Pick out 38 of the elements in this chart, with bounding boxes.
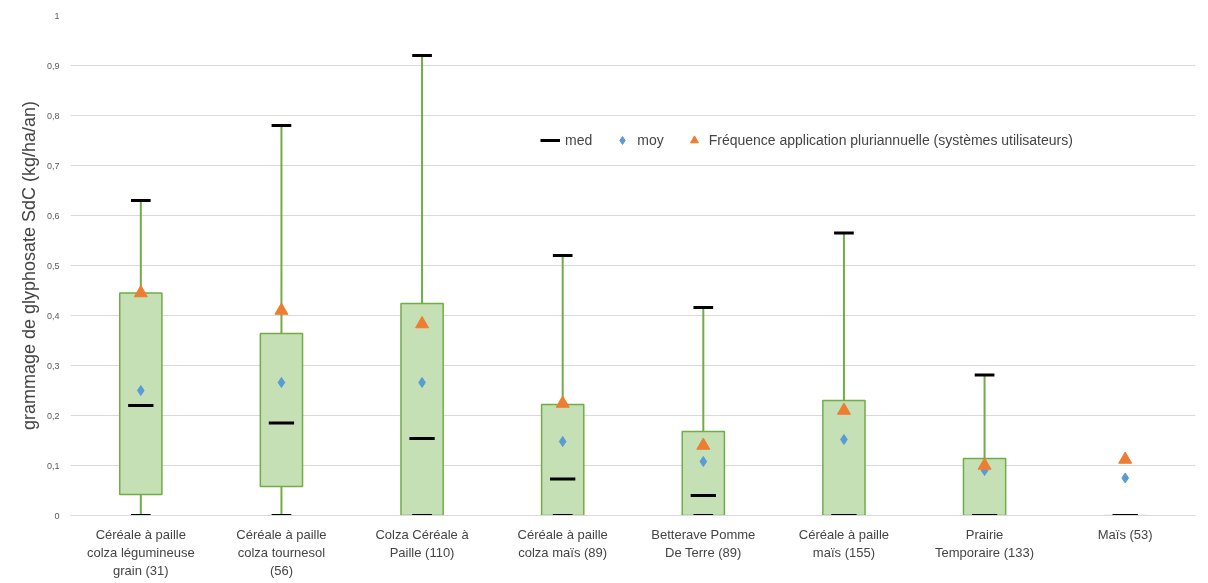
point: [1118, 451, 1133, 464]
point: [277, 377, 286, 388]
point: [696, 437, 711, 450]
y-tick-label: 0,4: [46, 310, 60, 321]
point: [274, 302, 289, 315]
legend-label: Fréquence application pluriannuelle (systèmes utilisateurs): [708, 132, 1073, 148]
point: [136, 385, 145, 396]
y-axis-title: grammage de glyphosate SdC (kg/ha/an): [18, 100, 39, 431]
x-tick-label: Céréale à paille colza légumineuse grain (31): [86, 526, 195, 578]
point: [133, 284, 148, 298]
x-tick-label: Céréale à paille colza maïs (89): [517, 526, 608, 560]
y-tick-label: 0,3: [46, 360, 60, 371]
y-tick-label: 0,2: [46, 410, 60, 421]
y-tick-label: 0: [54, 510, 60, 521]
x-tick-label: Maïs (53): [1097, 526, 1153, 542]
x-tick-label: Prairie Temporaire (133): [935, 526, 1035, 560]
point: [977, 457, 992, 470]
y-tick-label: 1: [54, 10, 60, 21]
annotation: med: [565, 132, 593, 148]
y-tick-label: 0,6: [46, 210, 60, 221]
y-tick-label: 0,7: [46, 160, 60, 171]
y-tick-label: 0,8: [46, 110, 60, 121]
point: [418, 377, 426, 388]
point: [558, 436, 567, 447]
x-tick-label: Betterave Pomme De Terre (89): [651, 526, 756, 560]
x-tick-label: Céréale à paille colza tournesol (56): [236, 526, 327, 578]
y-tick-label: 0,5: [46, 260, 60, 271]
y-tick-label: 0,1: [46, 460, 60, 471]
y-tick-label: 0,9: [46, 60, 60, 71]
x-tick-label: Colza Céréale à Paille (110): [375, 526, 470, 560]
point: [840, 434, 848, 445]
x-tick-label: Céréale à paille maïs (155): [798, 526, 890, 560]
point: [1121, 472, 1130, 484]
point: [836, 402, 851, 415]
point: [699, 456, 708, 467]
point: [555, 395, 570, 408]
legend-label: moy: [637, 132, 664, 148]
point: [415, 315, 430, 329]
